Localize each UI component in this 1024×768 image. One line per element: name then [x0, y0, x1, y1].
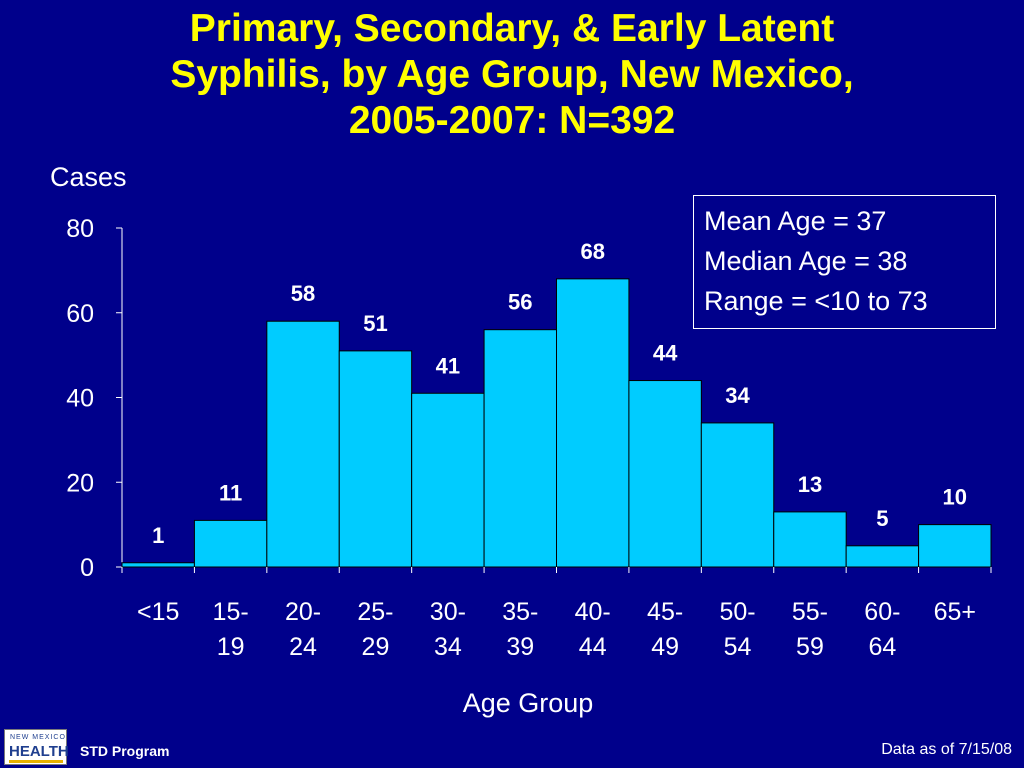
- x-tick-label: 64: [868, 633, 896, 661]
- median-age-text: Median Age = 38: [704, 246, 908, 276]
- x-tick-label: 65+: [934, 598, 976, 626]
- x-tick-label: 44: [579, 633, 607, 661]
- new-mexico-health-logo: NEW MEXICO HEALTH: [4, 729, 69, 765]
- x-tick-label: 55-: [792, 598, 828, 626]
- data-label: 56: [508, 290, 532, 315]
- logo-health-text: HEALTH: [9, 743, 69, 760]
- y-tick-label: 80: [66, 215, 94, 243]
- bar: [773, 511, 847, 568]
- x-tick-label: 45-: [647, 598, 683, 626]
- logo-state-text: NEW MEXICO: [10, 734, 66, 741]
- bar: [338, 350, 413, 568]
- program-name: STD Program: [80, 743, 170, 759]
- bar: [556, 278, 630, 568]
- bar: [918, 524, 992, 568]
- bar: [483, 329, 558, 568]
- data-label: 44: [653, 341, 678, 366]
- y-axis-title: Cases: [50, 162, 127, 192]
- x-tick-label: 15-: [213, 598, 249, 626]
- x-tick-label: <15: [137, 598, 179, 626]
- chart-title: Primary, Secondary, & Early Latent Syphi…: [0, 6, 1024, 144]
- bar: [845, 545, 920, 568]
- title-line-3: 2005-2007: N=392: [348, 99, 676, 142]
- x-tick-label: 50-: [719, 598, 755, 626]
- bar: [121, 562, 195, 568]
- data-label: 34: [725, 383, 750, 408]
- x-tick-label: 20-: [285, 598, 321, 626]
- data-label: 11: [219, 480, 242, 505]
- data-label: 1: [152, 523, 164, 548]
- bar: [700, 422, 775, 568]
- data-label: 51: [363, 311, 387, 336]
- data-label: 5: [876, 506, 888, 531]
- summary-stats-box: Mean Age = 37 Median Age = 38 Range = <1…: [693, 195, 996, 329]
- data-label: 68: [580, 239, 604, 264]
- x-tick-label: 25-: [357, 598, 393, 626]
- y-tick-label: 60: [66, 300, 94, 328]
- bar: [193, 519, 268, 568]
- x-tick-label: 29: [362, 633, 390, 661]
- y-tick-label: 20: [66, 469, 94, 497]
- x-tick-label: 34: [434, 633, 462, 661]
- y-tick-label: 40: [66, 385, 94, 413]
- x-tick-label: 35-: [502, 598, 538, 626]
- data-label: 10: [943, 485, 967, 510]
- title-line-1: Primary, Secondary, & Early Latent: [189, 7, 835, 50]
- bar: [411, 392, 485, 568]
- x-tick-label: 54: [724, 633, 752, 661]
- x-tick-label: 39: [506, 633, 534, 661]
- x-axis-title: Age Group: [463, 688, 594, 718]
- age-range-text: Range = <10 to 73: [704, 286, 928, 316]
- mean-age-text: Mean Age = 37: [704, 206, 887, 236]
- x-tick-label: 59: [796, 633, 824, 661]
- bar: [266, 320, 340, 568]
- data-label: 13: [798, 472, 822, 497]
- x-tick-label: 60-: [864, 598, 900, 626]
- title-line-2: Syphilis, by Age Group, New Mexico,: [170, 53, 854, 96]
- y-tick-label: 0: [80, 554, 94, 582]
- x-tick-label: 30-: [430, 598, 466, 626]
- x-tick-label: 49: [651, 633, 679, 661]
- data-label: 58: [291, 281, 315, 306]
- data-label: 41: [436, 353, 460, 378]
- x-tick-label: 24: [289, 633, 317, 661]
- bar: [628, 380, 702, 568]
- data-date: Data as of 7/15/08: [881, 741, 1012, 758]
- logo-accent-bar: [9, 760, 63, 763]
- x-tick-label: 40-: [575, 598, 611, 626]
- x-tick-label: 19: [217, 633, 245, 661]
